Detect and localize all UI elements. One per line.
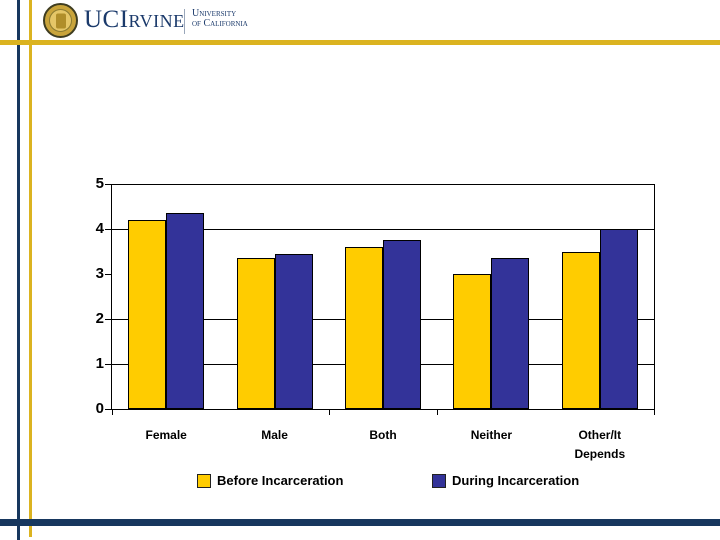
legend-entry-during: During Incarceration	[432, 473, 579, 488]
y-axis-label: 5	[95, 175, 104, 192]
y-axis-tick	[105, 229, 112, 230]
frame-horizontal-navy-line	[0, 519, 720, 526]
bar-during-incarceration	[166, 213, 205, 409]
x-axis-category-label: Male	[261, 428, 288, 442]
bar-during-incarceration	[491, 258, 530, 409]
frame-vertical-gold-line	[29, 0, 32, 537]
x-axis-category-label: Neither	[470, 428, 513, 442]
bar-during-incarceration	[599, 229, 638, 409]
frame-vertical-navy-line	[17, 0, 20, 540]
plot-right-border	[654, 184, 655, 409]
y-axis-label: 1	[95, 355, 104, 372]
y-axis-tick	[105, 364, 112, 365]
x-axis-tick	[437, 409, 439, 415]
legend-label-before: Before Incarceration	[217, 473, 344, 488]
bar-before-incarceration	[561, 251, 600, 409]
x-axis-tick	[654, 409, 655, 415]
bar-before-incarceration	[345, 247, 383, 409]
legend-entry-before: Before Incarceration	[197, 473, 343, 488]
y-axis-line	[111, 184, 112, 410]
x-axis-tick	[112, 409, 113, 415]
frame-horizontal-gold-line	[0, 40, 720, 45]
legend-label-during: During Incarceration	[452, 473, 580, 488]
x-axis-category-label: Female	[145, 428, 187, 442]
bar-before-incarceration	[128, 220, 167, 409]
legend-swatch-before-icon	[197, 473, 211, 488]
x-axis-tick	[328, 409, 330, 415]
x-axis-category-label: Both	[369, 428, 397, 442]
gridline-5	[112, 184, 654, 185]
y-axis-tick	[105, 274, 112, 275]
y-axis-label: 3	[95, 265, 104, 282]
bar-before-incarceration	[453, 274, 492, 409]
university-line-2: of California	[192, 18, 248, 29]
bar-during-incarceration	[383, 240, 421, 409]
university-line-1: University	[192, 8, 237, 19]
y-axis-tick	[105, 409, 112, 410]
x-axis-line	[111, 409, 655, 410]
logo-divider	[184, 9, 185, 34]
y-axis-tick	[105, 184, 112, 185]
y-axis-tick	[105, 319, 112, 320]
uci-seal-emblem	[55, 13, 66, 28]
y-axis-label: 0	[95, 400, 104, 417]
legend-swatch-during-icon	[432, 473, 446, 488]
bar-before-incarceration	[236, 258, 275, 409]
uci-seal-icon	[43, 3, 78, 38]
uci-wordmark: UCIrvine	[84, 6, 185, 33]
x-axis-category-label: Other/It Depends	[574, 428, 626, 461]
gridline-4	[112, 229, 654, 230]
y-axis-label: 2	[95, 310, 104, 327]
y-axis-label: 4	[95, 220, 104, 237]
bar-during-incarceration	[274, 253, 313, 409]
university-of-california-text: University of California	[192, 9, 248, 29]
